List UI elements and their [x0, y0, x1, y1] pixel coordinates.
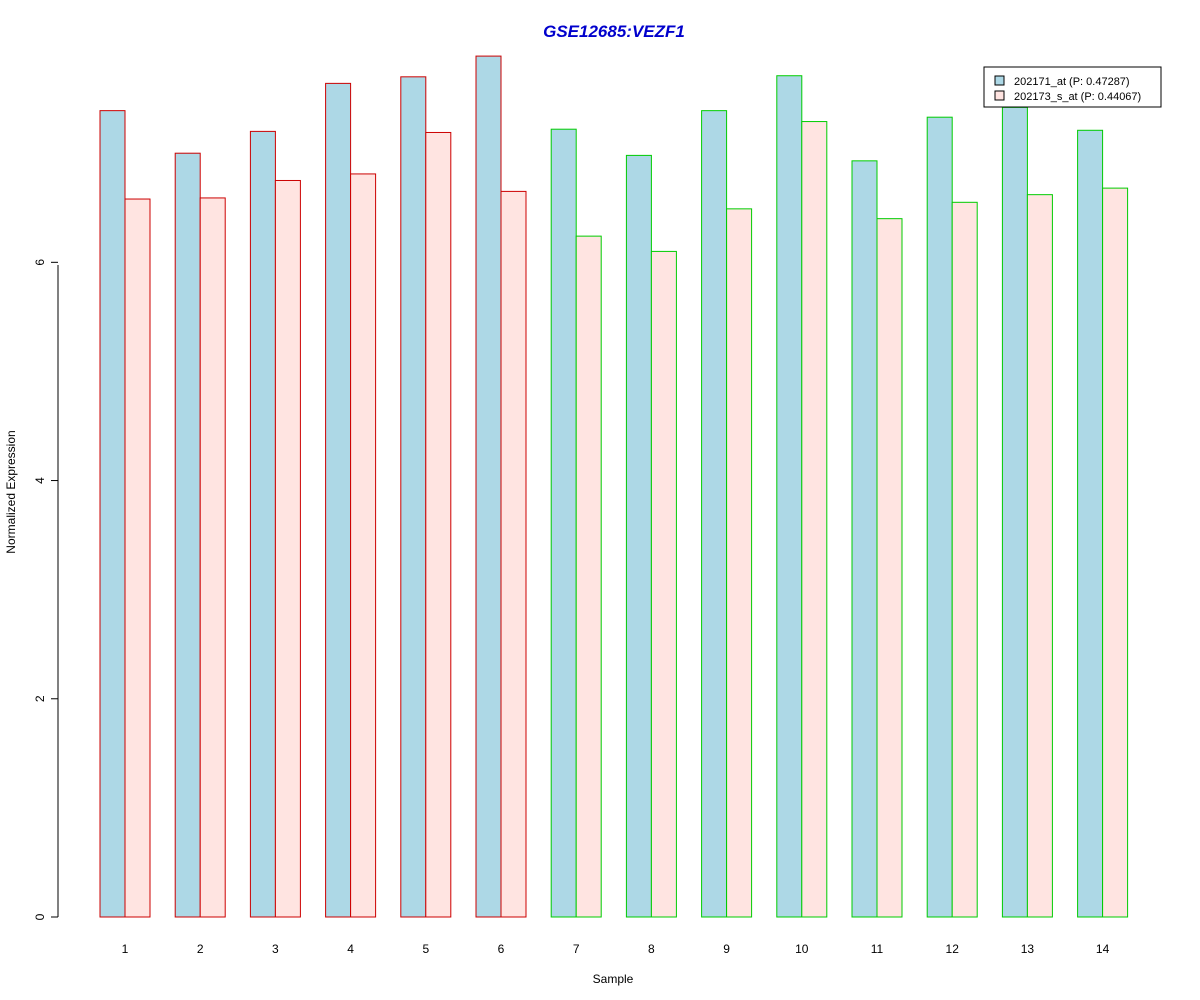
- bar-sample-13-series-2: [1026, 194, 1053, 918]
- bar-sample-6-series-2: [500, 190, 527, 918]
- bar-sample-8-series-1: [625, 154, 652, 918]
- bar-sample-5-series-1: [400, 76, 427, 918]
- bar-sample-10-series-2: [801, 121, 828, 918]
- bar-sample-10-series-1: [776, 75, 803, 918]
- bar-sample-7-series-1: [550, 128, 577, 918]
- bar-sample-7-series-2: [575, 235, 602, 918]
- bar-sample-14-series-1: [1077, 129, 1104, 918]
- bar-sample-8-series-2: [650, 250, 677, 918]
- x-tick-label-10: 10: [795, 942, 809, 956]
- x-tick-labels: 1 2 3 4 5 6 7 8 9 10 11 12 13 14: [122, 942, 1110, 956]
- y-axis: 0 2 4 6: [33, 259, 59, 920]
- x-tick-label-5: 5: [422, 942, 429, 956]
- bar-sample-4-series-2: [350, 173, 377, 918]
- x-axis-label: Sample: [593, 972, 634, 986]
- chart-title: GSE12685:VEZF1: [543, 22, 685, 41]
- legend: 202171_at (P: 0.47287) 202173_s_at (P: 0…: [983, 66, 1162, 108]
- y-tick-label-2: 2: [33, 695, 47, 702]
- bar-sample-11-series-2: [876, 218, 903, 918]
- bars-layer: [99, 55, 1129, 918]
- bar-sample-11-series-1: [851, 160, 878, 918]
- x-tick-label-13: 13: [1021, 942, 1035, 956]
- bar-sample-4-series-1: [325, 82, 352, 918]
- x-tick-label-11: 11: [871, 942, 884, 956]
- x-tick-label-2: 2: [197, 942, 204, 956]
- bar-sample-2-series-1: [174, 152, 201, 918]
- legend-swatch-2: [994, 90, 1005, 101]
- x-tick-label-12: 12: [946, 942, 960, 956]
- bar-sample-1-series-2: [124, 198, 151, 918]
- bar-sample-6-series-1: [475, 55, 502, 918]
- bar-sample-9-series-2: [726, 208, 753, 918]
- bar-sample-9-series-1: [701, 110, 728, 918]
- bar-sample-14-series-2: [1102, 187, 1129, 918]
- bar-sample-13-series-1: [1001, 106, 1028, 918]
- x-tick-label-1: 1: [122, 942, 129, 956]
- bar-sample-12-series-2: [951, 201, 978, 918]
- y-tick-label-0: 0: [33, 913, 47, 920]
- bar-sample-12-series-1: [926, 116, 953, 918]
- y-tick-label-6: 6: [33, 259, 47, 266]
- bar-sample-2-series-2: [199, 197, 226, 918]
- x-tick-label-4: 4: [347, 942, 354, 956]
- x-tick-label-8: 8: [648, 942, 655, 956]
- legend-label-1: 202171_at (P: 0.47287): [1014, 76, 1130, 88]
- x-tick-label-9: 9: [723, 942, 730, 956]
- x-tick-label-6: 6: [498, 942, 505, 956]
- bar-sample-3-series-2: [274, 179, 301, 918]
- legend-swatch-1: [994, 75, 1005, 86]
- bar-sample-1-series-1: [99, 110, 126, 918]
- bar-sample-5-series-2: [425, 131, 452, 918]
- y-axis-label: Normalized Expression: [4, 430, 18, 553]
- legend-label-2: 202173_s_at (P: 0.44067): [1014, 91, 1141, 103]
- x-tick-label-7: 7: [573, 942, 580, 956]
- y-tick-label-4: 4: [33, 477, 47, 484]
- x-tick-label-3: 3: [272, 942, 279, 956]
- legend-box: [983, 66, 1162, 108]
- x-tick-label-14: 14: [1096, 942, 1110, 956]
- bar-sample-3-series-1: [249, 130, 276, 918]
